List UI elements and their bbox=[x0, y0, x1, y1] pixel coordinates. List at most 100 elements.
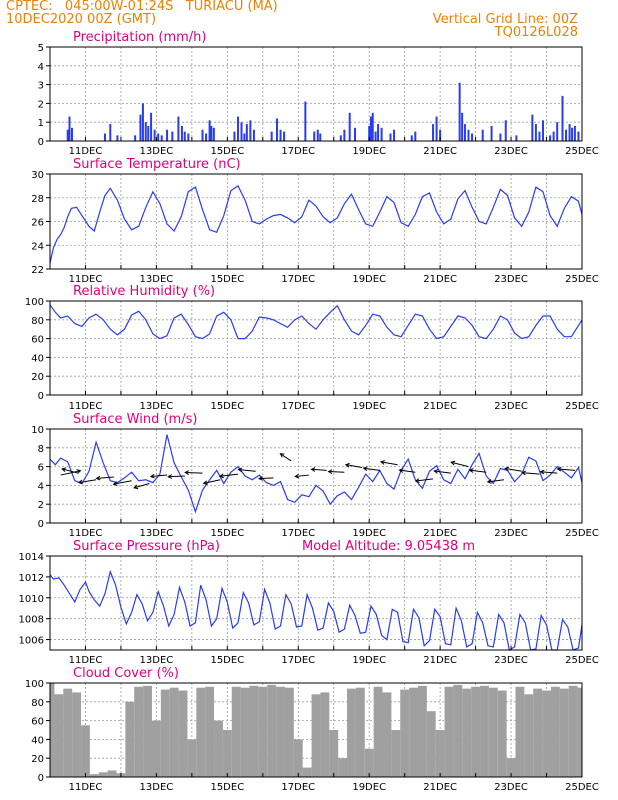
precip-bar bbox=[534, 124, 537, 141]
humidity-ytick-label: 0 bbox=[38, 391, 44, 402]
humidity-xtick-label: 23DEC bbox=[494, 401, 528, 412]
precip-bar bbox=[208, 120, 211, 141]
humidity-ytick-label: 40 bbox=[31, 353, 44, 364]
cloud-bar bbox=[143, 685, 152, 777]
wind-vector bbox=[238, 469, 256, 472]
precip-bar bbox=[380, 127, 383, 141]
precip-bar bbox=[541, 120, 544, 141]
cloud-bar bbox=[497, 690, 507, 777]
precipitation-ytick-label: 2 bbox=[38, 99, 44, 110]
pressure-ytick-label: 1010 bbox=[19, 594, 44, 605]
wind-vector bbox=[415, 478, 434, 482]
cloud-bar bbox=[577, 687, 582, 777]
cloud-bar bbox=[347, 688, 356, 777]
precip-bar bbox=[313, 131, 316, 141]
cloud-bar bbox=[196, 687, 206, 777]
wind-vector-head bbox=[112, 481, 118, 486]
wind-vector bbox=[540, 471, 558, 474]
wind-ytick-label: 10 bbox=[31, 425, 44, 436]
wind-vector bbox=[345, 464, 363, 469]
precip-bar bbox=[134, 135, 137, 141]
humidity-xtick-label: 13DEC bbox=[140, 401, 174, 412]
wind-vector bbox=[311, 468, 327, 471]
precipitation-ytick-label: 3 bbox=[38, 81, 44, 92]
precip-bar bbox=[432, 124, 435, 141]
cloud-ytick-label: 40 bbox=[31, 735, 44, 746]
cloud-bar bbox=[533, 688, 543, 777]
wind-vector-head bbox=[414, 478, 420, 483]
wind-vector-head bbox=[379, 460, 385, 465]
cloud-bar bbox=[214, 720, 223, 777]
precipitation-xtick-label: 11DEC bbox=[69, 146, 103, 157]
wind-vector-head bbox=[433, 469, 439, 474]
precipitation-ytick-label: 1 bbox=[38, 118, 44, 129]
precip-bar bbox=[435, 116, 438, 141]
cloud-frame bbox=[49, 682, 583, 778]
cloud-bar bbox=[426, 711, 436, 777]
cloud-xtick-label: 13DEC bbox=[140, 782, 174, 793]
cloud-bar bbox=[98, 772, 108, 777]
precip-bar bbox=[171, 131, 174, 141]
cloud-bar bbox=[231, 686, 241, 777]
precip-bar bbox=[410, 135, 413, 141]
header-grid-note: Vertical Grid Line: 00Z bbox=[432, 12, 578, 27]
precip-bar bbox=[245, 124, 248, 141]
precip-bar bbox=[70, 127, 73, 141]
precip-bar bbox=[499, 133, 502, 141]
cloud-xtick-label: 21DEC bbox=[423, 782, 457, 793]
precip-bar bbox=[504, 120, 507, 141]
wind-vector bbox=[434, 470, 451, 474]
precip-bar bbox=[233, 131, 236, 141]
wind-vector bbox=[60, 470, 81, 476]
wind-vector-head bbox=[486, 479, 492, 484]
wind-vector bbox=[134, 483, 150, 489]
wind-vector-head bbox=[398, 468, 404, 473]
wind-xtick-label: 21DEC bbox=[423, 528, 457, 539]
cloud-bar bbox=[409, 687, 418, 777]
wind-vector-head bbox=[218, 473, 224, 479]
cloud-bar bbox=[338, 758, 348, 777]
precip-bar bbox=[565, 129, 568, 141]
pressure-xtick-label: 25DEC bbox=[565, 655, 599, 666]
cloud-bar bbox=[559, 688, 569, 777]
wind-vector-head bbox=[184, 470, 190, 475]
cloud-bar bbox=[329, 730, 339, 777]
wind-vector-head bbox=[202, 480, 208, 485]
cloud-ytick-label: 0 bbox=[38, 773, 44, 784]
header-station-line: CPTEC: 045:00W-01:24S TURIACU (MA) bbox=[6, 0, 278, 14]
pressure-ytick-label: 1006 bbox=[19, 636, 44, 647]
temperature-xtick-label: 15DEC bbox=[210, 274, 244, 285]
precip-bar bbox=[212, 127, 215, 141]
wind-vector bbox=[557, 468, 575, 471]
cloud-bar bbox=[178, 690, 188, 777]
precip-bar bbox=[577, 131, 580, 141]
temperature-xtick-label: 21DEC bbox=[423, 274, 457, 285]
cloud-ytick-label: 80 bbox=[31, 698, 44, 709]
precip-bar bbox=[243, 133, 246, 141]
precip-bar bbox=[463, 124, 466, 141]
wind-vector bbox=[259, 477, 274, 480]
cloud-bar bbox=[568, 685, 578, 777]
precipitation-ytick-label: 0 bbox=[38, 137, 44, 148]
wind-vector bbox=[295, 474, 309, 477]
precip-bar bbox=[66, 129, 69, 141]
precip-bar bbox=[414, 131, 417, 141]
precip-bar bbox=[205, 133, 208, 141]
wind-vector-head bbox=[167, 474, 173, 479]
cloud-bar bbox=[276, 686, 285, 777]
cloud-bar bbox=[302, 767, 312, 777]
cloud-ytick-label: 20 bbox=[31, 754, 44, 765]
pressure-xtick-label: 21DEC bbox=[423, 655, 457, 666]
pressure-xtick-label: 23DEC bbox=[494, 655, 528, 666]
wind-ytick-label: 6 bbox=[38, 463, 44, 474]
pressure-panel-title: Surface Pressure (hPa) bbox=[73, 539, 220, 554]
cloud-bar bbox=[72, 692, 82, 777]
cloud-xtick-label: 15DEC bbox=[210, 782, 244, 793]
humidity-xtick-label: 25DEC bbox=[565, 401, 599, 412]
precip-bar bbox=[180, 125, 183, 141]
precipitation-ytick-label: 4 bbox=[38, 62, 44, 73]
temperature-xtick-label: 11DEC bbox=[69, 274, 103, 285]
wind-vector-head bbox=[539, 469, 545, 475]
precipitation-xtick-label: 23DEC bbox=[494, 146, 528, 157]
temperature-ytick-label: 26 bbox=[31, 218, 44, 229]
